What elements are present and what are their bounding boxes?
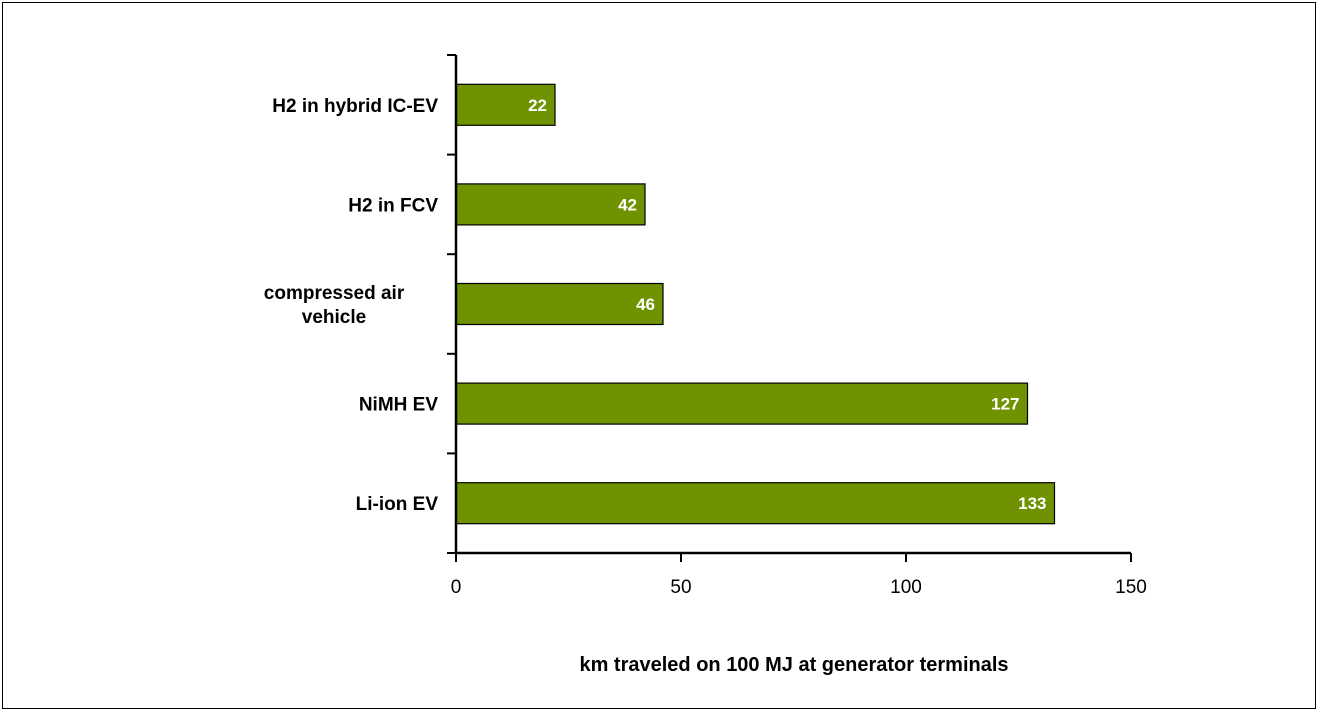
bar-3: [455, 382, 1029, 425]
category-label-2: compressed air vehicle: [264, 283, 405, 328]
x-tick-label-3: 150: [1115, 577, 1147, 598]
value-label-1: 42: [618, 195, 637, 214]
value-label-0: 22: [528, 96, 547, 115]
labels-layer: 22 H2 in hybrid IC-EV 42 H2 in FCV 46 compres…: [264, 96, 1147, 598]
category-label-4-line-0: Li-ion EV: [356, 494, 439, 515]
category-label-3: NiMH EV: [359, 395, 439, 416]
category-label-0: H2 in hybrid IC-EV: [272, 96, 438, 117]
x-tick-label-0: 0: [451, 577, 462, 598]
x-tick-label-1: 50: [670, 577, 691, 598]
axes-layer: [447, 54, 1132, 562]
category-label-3-line-0: NiMH EV: [359, 395, 439, 416]
x-axis-title: km traveled on 100 MJ at generator termi…: [579, 654, 1008, 676]
category-label-0-line-0: H2 in hybrid IC-EV: [272, 96, 438, 117]
value-label-4: 133: [1018, 494, 1046, 513]
category-label-1: H2 in FCV: [348, 195, 438, 216]
category-label-4: Li-ion EV: [356, 494, 439, 515]
category-label-2-line-0: compressed air: [264, 283, 405, 304]
bar-2: [455, 282, 664, 326]
x-tick-label-2: 100: [890, 577, 922, 598]
bar-1: [455, 183, 646, 226]
bar-4: [455, 482, 1056, 525]
category-label-2-line-1: vehicle: [302, 307, 366, 328]
value-label-2: 46: [636, 295, 655, 314]
bars-layer: [455, 83, 1056, 525]
bar-0: [455, 83, 556, 126]
category-label-1-line-0: H2 in FCV: [348, 195, 438, 216]
value-label-3: 127: [991, 395, 1019, 414]
